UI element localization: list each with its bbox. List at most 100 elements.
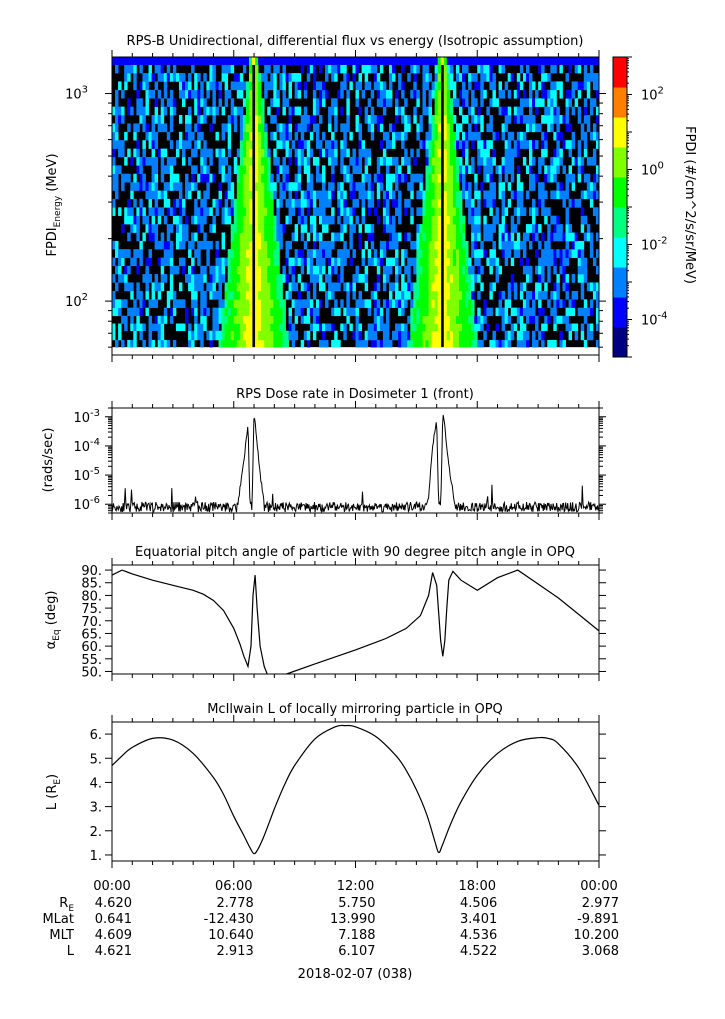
colorbar-swatch — [613, 216, 627, 220]
spectrogram-cell — [340, 198, 344, 208]
spectrogram-cell — [452, 140, 457, 149]
spectrogram-cell — [239, 182, 244, 191]
spectrogram-cell — [258, 165, 262, 175]
spectrogram-cell — [510, 173, 515, 183]
spectrogram-cell — [112, 148, 116, 158]
spectrogram-cell — [437, 89, 442, 99]
spectrogram-cell — [544, 290, 548, 300]
spectrogram-cell — [434, 330, 439, 341]
spectrogram-cell — [395, 207, 399, 216]
spectrogram-cell — [121, 140, 125, 149]
spectrogram-cell — [294, 89, 299, 99]
spectrogram-cell — [215, 265, 219, 275]
spectrogram-cell — [239, 282, 244, 292]
spectrogram-cell — [258, 315, 262, 324]
spectrogram-cell — [407, 330, 411, 341]
spectrogram-cell — [178, 232, 183, 242]
spectrogram-cell — [175, 173, 180, 183]
spectrogram-cell — [303, 81, 308, 91]
spectrogram-cell — [133, 323, 137, 332]
spectrogram-cell — [154, 299, 159, 308]
spectrogram-cell — [532, 232, 536, 242]
spectrogram-cell — [151, 290, 156, 300]
spectrogram-cell — [169, 140, 174, 149]
spectrogram-cell — [133, 64, 137, 74]
spectrogram-cell — [328, 290, 332, 300]
spectrogram-cell — [227, 173, 232, 183]
spectrogram-cell — [255, 98, 259, 107]
spectrogram-cell — [242, 123, 247, 133]
spectrogram-cell — [431, 265, 436, 275]
spectrogram-cell — [142, 207, 146, 216]
spectrogram-cell — [206, 249, 210, 258]
spectrogram-cell — [236, 323, 241, 332]
spectrogram-cell — [528, 224, 533, 233]
spectrogram-cell — [556, 123, 560, 133]
spectrogram-cell — [242, 215, 247, 225]
spectrogram-cell — [267, 56, 271, 65]
spectrogram-cell — [349, 224, 353, 233]
spectrogram-cell — [480, 315, 484, 324]
spectrogram-cell — [239, 131, 244, 141]
spectrogram-cell — [166, 73, 171, 82]
spectrogram-cell — [401, 339, 405, 348]
spectrogram-cell — [449, 173, 454, 183]
spectrogram-cell — [124, 249, 128, 258]
spectrogram-cell — [525, 274, 530, 283]
spectrogram-cell — [510, 307, 515, 317]
spectrogram-cell — [541, 73, 545, 82]
spectrogram-cell — [443, 140, 448, 149]
spectrogram-cell — [437, 257, 442, 267]
spectrogram-cell — [282, 73, 286, 82]
spectrogram-cell — [166, 339, 171, 348]
spectrogram-cell — [410, 330, 414, 341]
spectrogram-cell — [261, 56, 265, 65]
spectrogram-cell — [309, 323, 314, 332]
spectrogram-cell — [553, 81, 557, 91]
colorbar-swatch — [613, 162, 627, 166]
spectrogram-cell — [495, 56, 499, 65]
spectrogram-cell — [264, 265, 268, 275]
spectrogram-cell — [398, 198, 402, 208]
spectrogram-cell — [486, 106, 490, 116]
spectrogram-cell — [516, 106, 521, 116]
spectrogram-cell — [559, 265, 563, 275]
spectrogram-cell — [267, 257, 271, 267]
colorbar-swatch — [613, 285, 627, 289]
spectrogram-cell — [449, 315, 454, 324]
spectrogram-cell — [124, 131, 128, 141]
spectrogram-cell — [227, 207, 232, 216]
spectrogram-cell — [200, 207, 204, 216]
colorbar-swatch — [613, 291, 627, 295]
spectrogram-cell — [248, 315, 253, 324]
spectrogram-cell — [200, 290, 204, 300]
spectrogram-cell — [556, 156, 560, 166]
spectrogram-cell — [455, 123, 460, 133]
spectrogram-cell — [136, 315, 140, 324]
spectrogram-cell — [431, 140, 436, 149]
spectrogram-cell — [264, 190, 268, 200]
spectrogram-cell — [474, 315, 478, 324]
spectrogram-cell — [175, 215, 180, 225]
spectrogram-cell — [541, 265, 545, 275]
spectrogram-cell — [398, 307, 402, 317]
spectrogram-cell — [273, 282, 277, 292]
spectrogram-cell — [136, 56, 140, 65]
spectrogram-cell — [288, 106, 292, 116]
spectrogram-cell — [416, 330, 420, 341]
spectrogram-cell — [361, 89, 366, 99]
spectrogram-cell — [151, 131, 156, 141]
spectrogram-cell — [258, 224, 262, 233]
colorbar-swatch — [613, 276, 627, 280]
spectrogram-cell — [455, 56, 460, 65]
spectrogram-cell — [382, 240, 387, 250]
spectrogram-cell — [583, 274, 588, 283]
spectrogram-cell — [139, 249, 143, 258]
spectrogram-cell — [422, 290, 426, 300]
spectrogram-cell — [379, 56, 384, 65]
spectrogram-cell — [455, 207, 460, 216]
spectrogram-cell — [209, 123, 213, 133]
spectrogram-cell — [474, 56, 478, 65]
spectrogram-cell — [270, 56, 274, 65]
spectrogram-cell — [145, 73, 149, 82]
